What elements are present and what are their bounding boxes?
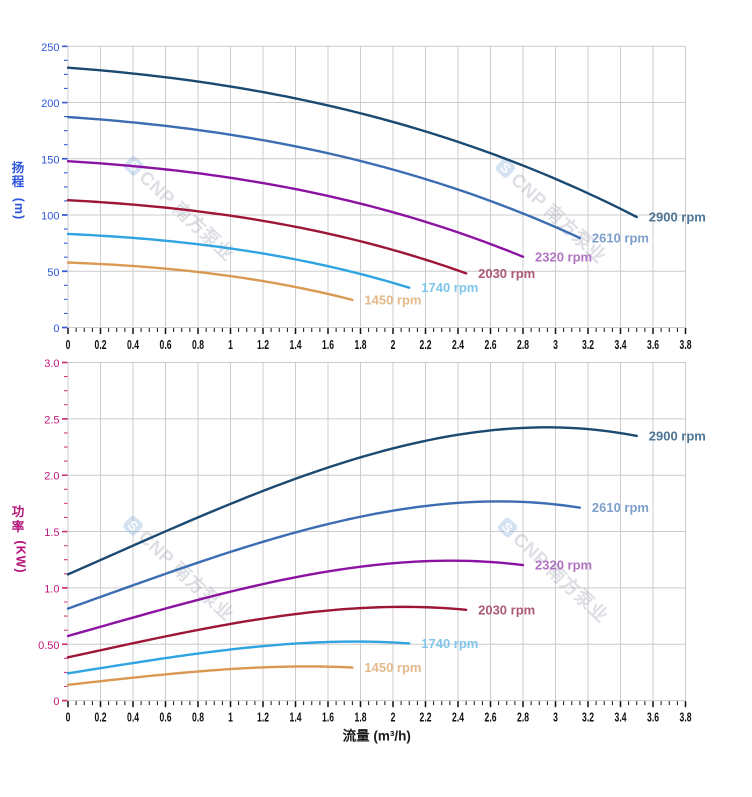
svg-text:2610 rpm: 2610 rpm [592,230,649,245]
svg-text:0: 0 [53,323,59,335]
svg-text:3: 3 [553,338,558,352]
svg-text:2.5: 2.5 [44,414,59,426]
svg-text:3.2: 3.2 [582,711,594,725]
svg-text:1: 1 [228,711,233,725]
svg-text:0.8: 0.8 [192,711,204,725]
svg-text:1740 rpm: 1740 rpm [421,636,478,651]
svg-text:1.2: 1.2 [257,711,269,725]
svg-text:2.2: 2.2 [420,711,432,725]
svg-text:2900 rpm: 2900 rpm [649,428,706,443]
svg-text:2320 rpm: 2320 rpm [535,249,592,264]
svg-text:0.2: 0.2 [95,338,107,352]
svg-text:2: 2 [391,338,396,352]
svg-text:1.6: 1.6 [322,338,334,352]
svg-text:250: 250 [41,42,59,54]
svg-text:1740 rpm: 1740 rpm [421,280,478,295]
svg-text:2320 rpm: 2320 rpm [535,558,592,573]
svg-text:0.6: 0.6 [160,711,172,725]
svg-text:1.8: 1.8 [355,711,367,725]
svg-text:1450 rpm: 1450 rpm [364,292,421,307]
svg-text:0: 0 [66,711,71,725]
svg-text:3.6: 3.6 [647,338,659,352]
svg-text:100: 100 [41,211,59,223]
svg-text:1.2: 1.2 [257,338,269,352]
svg-text:3.4: 3.4 [615,711,628,725]
svg-text:1.6: 1.6 [322,711,334,725]
svg-text:0.50: 0.50 [38,640,59,652]
svg-text:0.8: 0.8 [192,338,204,352]
svg-text:2: 2 [391,711,396,725]
svg-text:50: 50 [47,267,59,279]
svg-text:3.0: 3.0 [44,358,59,370]
svg-text:2.6: 2.6 [485,711,497,725]
svg-text:2610 rpm: 2610 rpm [592,500,649,515]
svg-text:0.6: 0.6 [160,338,172,352]
svg-text:2.8: 2.8 [517,711,529,725]
svg-text:2.6: 2.6 [485,338,497,352]
svg-text:0: 0 [53,696,59,708]
svg-text:2030 rpm: 2030 rpm [478,602,535,617]
svg-text:3.6: 3.6 [647,711,659,725]
svg-text:3.4: 3.4 [615,338,628,352]
svg-text:0.4: 0.4 [127,711,140,725]
svg-text:2.8: 2.8 [517,338,529,352]
svg-text:流量 (m³/h): 流量 (m³/h) [343,728,411,744]
svg-text:1.5: 1.5 [44,527,59,539]
svg-text:0: 0 [66,338,71,352]
svg-text:2900 rpm: 2900 rpm [649,209,706,224]
svg-text:1: 1 [228,338,233,352]
svg-text:0.4: 0.4 [127,338,140,352]
svg-text:0.2: 0.2 [95,711,107,725]
svg-text:1.0: 1.0 [44,583,59,595]
svg-text:3.8: 3.8 [680,711,692,725]
svg-text:2.2: 2.2 [420,338,432,352]
svg-text:1.4: 1.4 [290,711,303,725]
svg-text:1450 rpm: 1450 rpm [364,660,421,675]
svg-text:3: 3 [553,711,558,725]
svg-text:2.4: 2.4 [452,711,465,725]
svg-text:200: 200 [41,98,59,110]
svg-text:2.0: 2.0 [44,471,59,483]
svg-text:150: 150 [41,154,59,166]
svg-text:1.4: 1.4 [290,338,303,352]
svg-text:2030 rpm: 2030 rpm [478,266,535,281]
svg-text:1.8: 1.8 [355,338,367,352]
svg-text:3.2: 3.2 [582,338,594,352]
svg-text:2.4: 2.4 [452,338,465,352]
svg-text:3.8: 3.8 [680,338,692,352]
